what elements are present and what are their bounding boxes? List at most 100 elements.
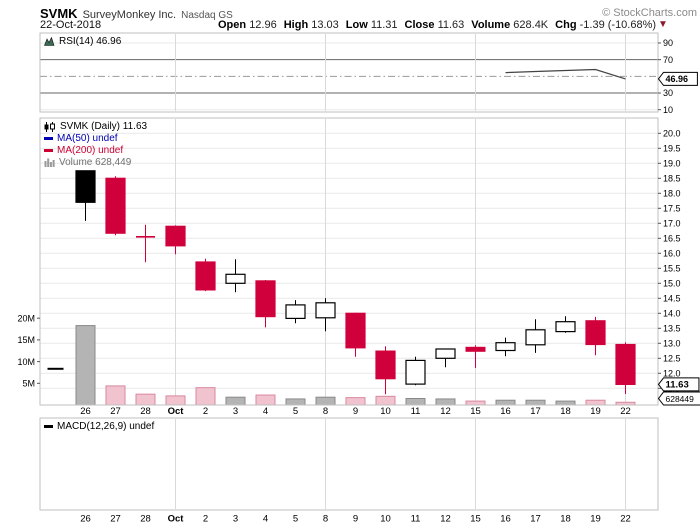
price-axis-labels: 20.0 19.5 19.0 18.5 18.0 17.5 17.0 16.5 16.0 15.5… bbox=[658, 129, 681, 394]
svg-text:15.0: 15.0 bbox=[663, 279, 681, 289]
svg-text:28: 28 bbox=[140, 406, 151, 417]
volume-bar bbox=[195, 387, 216, 406]
symbol-legend-label: SVMK (Daily) 11.63 bbox=[60, 121, 148, 132]
quote-high: High 13.03 bbox=[283, 19, 339, 31]
svg-text:3: 3 bbox=[233, 406, 238, 417]
svg-text:70: 70 bbox=[663, 55, 673, 65]
svg-text:9: 9 bbox=[353, 514, 358, 525]
svg-text:9: 9 bbox=[353, 406, 358, 417]
chart-header: SVMK SurveyMonkey Inc. Nasdaq GS bbox=[40, 6, 233, 21]
rsi-axis-labels: 90 70 30 10 bbox=[658, 38, 673, 115]
svg-text:18.5: 18.5 bbox=[663, 174, 681, 184]
svg-text:5: 5 bbox=[293, 406, 298, 417]
volume-bar bbox=[105, 385, 126, 406]
svg-text:11: 11 bbox=[411, 406, 421, 417]
candlesticks bbox=[47, 170, 636, 395]
chart-date: 22-Oct-2018 bbox=[40, 19, 102, 31]
candle bbox=[435, 348, 456, 368]
macd-legend-label: MACD(12,26,9) undef bbox=[57, 421, 155, 432]
svg-text:14.0: 14.0 bbox=[663, 309, 681, 319]
candle bbox=[555, 316, 576, 333]
svg-text:13.5: 13.5 bbox=[663, 324, 681, 334]
quote-open: Open 12.96 bbox=[218, 19, 277, 31]
ma200-swatch bbox=[44, 149, 53, 152]
volume-bar bbox=[75, 325, 96, 406]
candle bbox=[165, 225, 186, 255]
quote-strip: Open 12.96 High 13.03 Low 11.31 Close 11… bbox=[218, 19, 675, 31]
volume-bar bbox=[375, 395, 396, 406]
macd-swatch bbox=[44, 425, 53, 428]
volume-bar bbox=[495, 399, 516, 406]
svg-text:17: 17 bbox=[530, 514, 541, 525]
svg-text:10: 10 bbox=[380, 514, 391, 525]
volume-bar bbox=[525, 399, 546, 406]
svg-text:22: 22 bbox=[620, 514, 631, 525]
candlestick-icon bbox=[44, 121, 55, 132]
svg-text:4: 4 bbox=[263, 514, 268, 525]
candle bbox=[225, 259, 246, 293]
candle bbox=[255, 280, 276, 328]
candle bbox=[495, 337, 516, 357]
svg-text:10: 10 bbox=[663, 105, 673, 115]
quote-volume: Volume 628.4K bbox=[471, 19, 549, 31]
svg-text:10: 10 bbox=[380, 406, 391, 417]
svg-text:15.5: 15.5 bbox=[663, 264, 681, 274]
exchange-name: Nasdaq GS bbox=[181, 10, 233, 21]
svg-text:19: 19 bbox=[590, 514, 601, 525]
candle bbox=[525, 319, 546, 353]
svg-text:20M: 20M bbox=[17, 313, 35, 323]
volume-bar bbox=[165, 395, 186, 406]
svg-text:11.63: 11.63 bbox=[666, 380, 689, 391]
candle bbox=[615, 342, 636, 394]
volume-bar bbox=[255, 394, 276, 406]
rsi-legend: RSI(14) 46.96 bbox=[44, 36, 121, 47]
volume-bars bbox=[75, 325, 636, 406]
candle bbox=[195, 258, 216, 292]
company-name: SurveyMonkey Inc. bbox=[82, 9, 177, 21]
ticker-symbol: SVMK bbox=[40, 6, 78, 21]
volume-bar bbox=[225, 396, 246, 406]
volume-bar bbox=[435, 398, 456, 406]
price-gridlines bbox=[40, 132, 658, 389]
volume-bar bbox=[465, 400, 486, 406]
volume-bar bbox=[405, 397, 426, 406]
ma200-legend: MA(200) undef bbox=[44, 145, 123, 156]
volume-bar bbox=[345, 397, 366, 406]
panel-borders bbox=[39, 32, 659, 511]
quote-low: Low 11.31 bbox=[345, 19, 398, 31]
candle bbox=[585, 316, 606, 356]
svg-text:3: 3 bbox=[233, 514, 238, 525]
svg-text:628449: 628449 bbox=[666, 394, 695, 404]
symbol-legend: SVMK (Daily) 11.63 bbox=[44, 121, 147, 132]
svg-text:16.0: 16.0 bbox=[663, 249, 681, 259]
svg-text:19.0: 19.0 bbox=[663, 159, 681, 169]
rsi-indicator-icon bbox=[44, 37, 55, 46]
svg-text:16.5: 16.5 bbox=[663, 234, 681, 244]
svg-text:27: 27 bbox=[110, 514, 121, 525]
svg-text:8: 8 bbox=[323, 406, 328, 417]
svg-text:15M: 15M bbox=[17, 335, 35, 345]
candle bbox=[375, 346, 396, 395]
ma50-legend: MA(50) undef bbox=[44, 133, 118, 144]
svg-text:11: 11 bbox=[411, 514, 421, 525]
volume-bar bbox=[135, 393, 156, 406]
svg-text:12: 12 bbox=[440, 406, 451, 417]
candle bbox=[285, 300, 306, 324]
change-down-arrow-icon: ▼ bbox=[658, 19, 668, 30]
svg-text:28: 28 bbox=[140, 514, 151, 525]
svg-text:12: 12 bbox=[440, 514, 451, 525]
axis-label-box: 11.63 bbox=[657, 377, 700, 392]
volume-axis-labels: 20M 15M 10M 5M bbox=[17, 313, 40, 389]
svg-text:18: 18 bbox=[560, 514, 571, 525]
svg-text:4: 4 bbox=[263, 406, 268, 417]
svg-text:5M: 5M bbox=[22, 379, 35, 389]
volume-bar bbox=[315, 396, 336, 406]
volume-legend-label: Volume 628,449 bbox=[59, 157, 132, 168]
svg-text:8: 8 bbox=[323, 514, 328, 525]
svg-text:46.96: 46.96 bbox=[666, 74, 689, 84]
volume-legend: Volume 628,449 bbox=[44, 157, 131, 168]
svg-text:19: 19 bbox=[590, 406, 601, 417]
candle bbox=[345, 312, 366, 357]
